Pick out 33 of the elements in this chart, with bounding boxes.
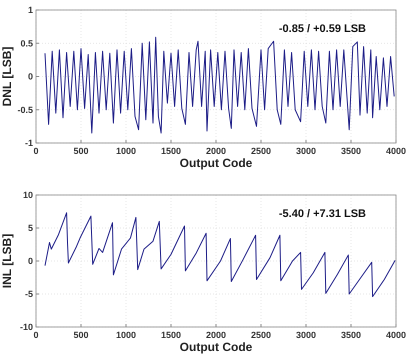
x-tick-label: 4000 — [386, 146, 406, 156]
y-tick-label: -5 — [24, 289, 33, 299]
y-tick-label: 5 — [28, 223, 33, 233]
x-tick-label: 500 — [73, 330, 89, 340]
x-tick-label: 2000 — [206, 330, 226, 340]
y-tick-label: -10 — [20, 322, 33, 332]
y-tick-label: 0.5 — [20, 38, 33, 48]
x-axis-title: Output Code — [180, 156, 253, 170]
y-tick-label: 1 — [28, 5, 33, 15]
annotation: -5.40 / +7.31 LSB — [278, 208, 366, 220]
x-tick-label: 1000 — [116, 330, 136, 340]
x-tick-label: 1500 — [160, 146, 182, 156]
x-tick-label: 1500 — [160, 330, 182, 340]
x-tick-label: 2500 — [250, 330, 272, 340]
x-tick-label: 500 — [73, 146, 89, 156]
x-tick-label: 2000 — [206, 146, 226, 156]
y-axis-title: INL [LSB] — [0, 234, 14, 288]
x-tick-label: 3500 — [340, 330, 362, 340]
x-tick-label: 3000 — [296, 146, 316, 156]
y-tick-label: 0 — [28, 72, 33, 82]
x-tick-label: 4000 — [386, 330, 406, 340]
x-tick-label: 3000 — [296, 330, 316, 340]
y-tick-label: 0 — [28, 256, 33, 266]
y-tick-label: -0.5 — [17, 104, 33, 115]
annotation: -0.85 / +0.59 LSB — [278, 23, 366, 35]
y-axis-title: DNL [LSB] — [0, 46, 14, 106]
x-tick-label: 1000 — [116, 146, 136, 156]
x-tick-label: 3500 — [340, 146, 362, 156]
line-series — [44, 36, 395, 134]
y-tick-label: -1 — [24, 138, 33, 148]
x-tick-label: 2500 — [250, 146, 272, 156]
x-axis-title: Output Code — [180, 340, 253, 354]
y-tick-label: 10 — [22, 190, 33, 200]
